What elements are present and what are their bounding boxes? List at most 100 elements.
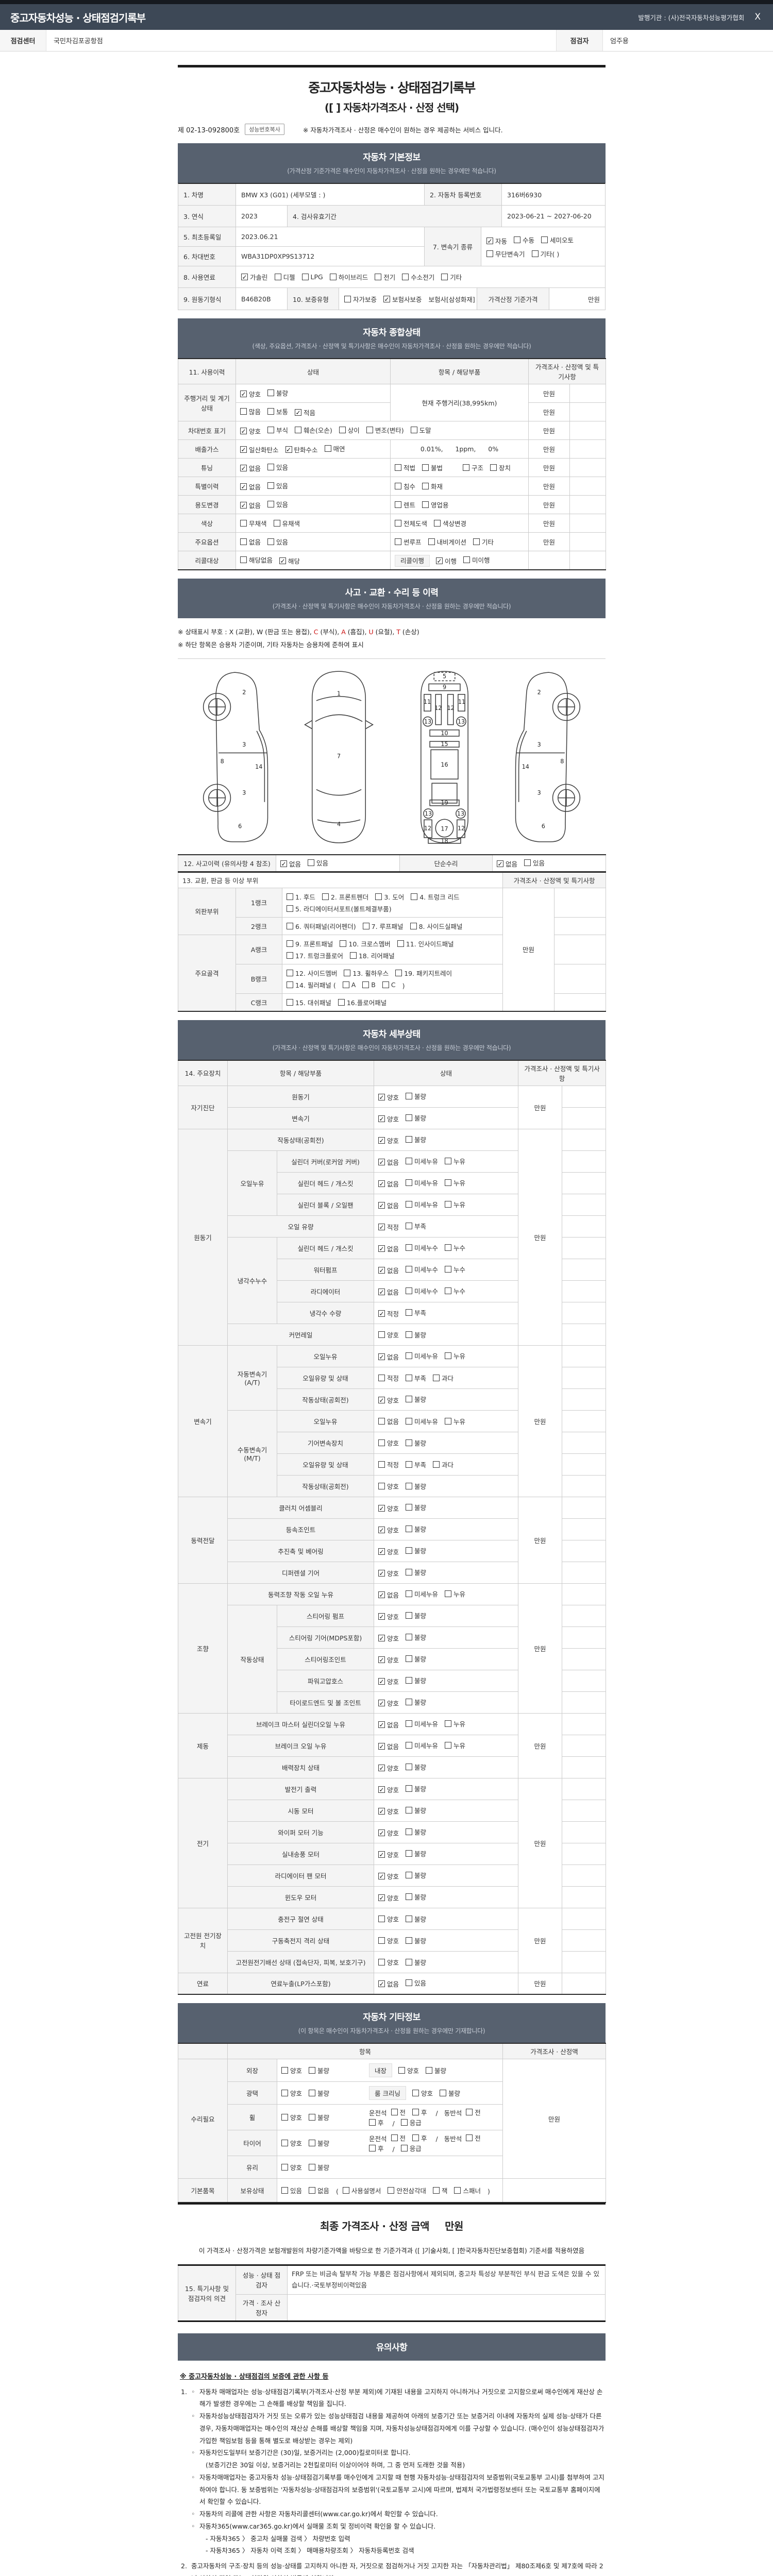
checkbox-unchecked[interactable] (281, 2067, 288, 2074)
checkbox-checked[interactable]: ✓ (240, 446, 247, 453)
checkbox-unchecked[interactable] (406, 1741, 413, 1749)
checkbox-option[interactable]: 불량 (406, 1849, 426, 1858)
checkbox-unchecked[interactable] (378, 1461, 385, 1468)
checkbox-option[interactable]: ✓ 없음 (240, 500, 261, 510)
checkbox-unchecked[interactable] (432, 2187, 440, 2194)
checkbox-unchecked[interactable] (410, 427, 417, 433)
checkbox-unchecked[interactable] (422, 483, 429, 489)
checkbox-unchecked[interactable] (240, 520, 247, 527)
checkbox-option[interactable]: 색상변경 (434, 518, 466, 528)
checkbox-option[interactable]: 불량 (406, 1567, 426, 1577)
checkbox-option[interactable]: ✓ 적정 (378, 1222, 399, 1232)
checkbox-unchecked[interactable] (406, 1461, 413, 1468)
checkbox-option[interactable]: 미세누수 (406, 1286, 438, 1296)
checkbox-option[interactable]: A (342, 981, 356, 989)
checkbox-option[interactable]: 불량 (406, 1611, 426, 1620)
checkbox-option[interactable]: 적정 (378, 1460, 399, 1469)
checkbox-option[interactable]: 불량 (406, 1936, 426, 1945)
checkbox-option[interactable]: ✓ 양호 (378, 1698, 399, 1708)
checkbox-unchecked[interactable] (378, 1482, 385, 1489)
checkbox-option[interactable]: ✓ 없음 (378, 1979, 399, 1989)
checkbox-checked[interactable]: ✓ (378, 1786, 385, 1793)
checkbox-checked[interactable]: ✓ (378, 1288, 385, 1296)
checkbox-unchecked[interactable] (287, 952, 293, 959)
checkbox-checked[interactable]: ✓ (241, 274, 248, 281)
checkbox-option[interactable]: ✓ 없음 (378, 1265, 399, 1275)
checkbox-unchecked[interactable] (378, 1417, 385, 1425)
checkbox-unchecked[interactable] (445, 1417, 452, 1425)
checkbox-unchecked[interactable] (406, 1179, 413, 1186)
checkbox-option[interactable]: 있음 (267, 462, 288, 472)
checkbox-unchecked[interactable] (406, 1720, 413, 1727)
checkbox-option[interactable]: ✓ 양호 (378, 1114, 399, 1124)
checkbox-unchecked[interactable] (406, 1937, 413, 1944)
checkbox-checked[interactable]: ✓ (378, 1223, 385, 1231)
checkbox-option[interactable]: 누유 (445, 1178, 465, 1188)
checkbox-checked[interactable]: ✓ (378, 1201, 385, 1209)
checkbox-option[interactable]: 전 (391, 2107, 406, 2117)
checkbox-option[interactable]: 양호 (281, 2112, 302, 2122)
checkbox-option[interactable]: 수동 (514, 235, 534, 245)
checkbox-option[interactable]: ✓ 없음 (378, 1244, 399, 1253)
checkbox-checked[interactable]: ✓ (378, 1829, 385, 1837)
checkbox-option[interactable]: ✓ 이행 (436, 556, 457, 566)
checkbox-unchecked[interactable] (473, 538, 480, 545)
checkbox-unchecked[interactable] (406, 1698, 413, 1705)
checkbox-option[interactable]: 후 (412, 2133, 427, 2143)
checkbox-option[interactable]: 누수 (445, 1264, 465, 1274)
checkbox-option[interactable]: 없음 (309, 2185, 329, 2195)
checkbox-option[interactable]: 누수 (445, 1243, 465, 1252)
checkbox-option[interactable]: 침수 (395, 481, 415, 491)
checkbox-option[interactable]: ✓ 없음 (378, 1200, 399, 1210)
checkbox-option[interactable]: 전 (466, 2107, 481, 2117)
checkbox-unchecked[interactable] (378, 1937, 385, 1944)
checkbox-checked[interactable]: ✓ (378, 1613, 385, 1620)
checkbox-option[interactable]: 양호 (378, 1936, 399, 1945)
checkbox-option[interactable]: 양호 (378, 1330, 399, 1340)
checkbox-option[interactable]: ✓ 없음 (280, 859, 301, 869)
checkbox-option[interactable]: ✓ 양호 (378, 1568, 399, 1578)
checkbox-option[interactable]: ✓ 양호 (378, 1655, 399, 1665)
checkbox-checked[interactable]: ✓ (378, 1310, 385, 1317)
checkbox-option[interactable]: 누유 (445, 1199, 465, 1209)
checkbox-unchecked[interactable] (274, 274, 281, 280)
checkbox-option[interactable]: 있음 (308, 858, 328, 868)
checkbox-unchecked[interactable] (441, 274, 448, 280)
checkbox-unchecked[interactable] (406, 1244, 413, 1251)
checkbox-checked[interactable]: ✓ (383, 295, 391, 303)
checkbox-option[interactable]: 불법 (422, 463, 443, 472)
checkbox-unchecked[interactable] (466, 2134, 473, 2141)
checkbox-unchecked[interactable] (406, 1763, 413, 1770)
checkbox-option[interactable]: 불량 (309, 2138, 329, 2148)
checkbox-option[interactable]: 미세누유 (406, 1199, 438, 1209)
checkbox-option[interactable]: ✓ 양호 (378, 1763, 399, 1773)
checkbox-option[interactable]: 변조(변타) (366, 425, 404, 435)
checkbox-unchecked[interactable] (445, 1157, 452, 1164)
checkbox-unchecked[interactable] (406, 1850, 413, 1857)
checkbox-unchecked[interactable] (406, 1806, 413, 1814)
checkbox-option[interactable]: ✓ 적음 (295, 408, 315, 417)
checkbox-option[interactable]: 미세누유 (406, 1178, 438, 1188)
checkbox-unchecked[interactable] (267, 538, 275, 545)
checkbox-option[interactable]: 도말 (410, 425, 431, 435)
checkbox-option[interactable]: 누유 (445, 1416, 465, 1426)
checkbox-option[interactable]: 양호 (398, 2065, 419, 2075)
checkbox-unchecked[interactable] (406, 1633, 413, 1640)
checkbox-unchecked[interactable] (422, 464, 429, 471)
checkbox-option[interactable]: 장치 (490, 463, 511, 472)
checkbox-unchecked[interactable] (395, 464, 401, 471)
checkbox-checked[interactable]: ✓ (378, 1894, 385, 1902)
checkbox-option[interactable]: 불량 (406, 1697, 426, 1707)
checkbox-unchecked[interactable] (309, 2114, 316, 2121)
checkbox-unchecked[interactable] (329, 274, 337, 280)
checkbox-option[interactable]: 전 (391, 2133, 406, 2143)
checkbox-unchecked[interactable] (273, 520, 280, 527)
checkbox-checked[interactable]: ✓ (378, 1851, 385, 1858)
checkbox-option[interactable]: 상이 (339, 425, 360, 435)
checkbox-checked[interactable]: ✓ (378, 1137, 385, 1144)
checkbox-option[interactable]: 미세누유 (406, 1589, 438, 1599)
checkbox-option[interactable]: 있음 (267, 481, 288, 490)
checkbox-unchecked[interactable] (378, 1331, 385, 1338)
checkbox-checked[interactable]: ✓ (240, 428, 247, 435)
checkbox-option[interactable]: 19. 패키지트레이 (395, 968, 452, 978)
